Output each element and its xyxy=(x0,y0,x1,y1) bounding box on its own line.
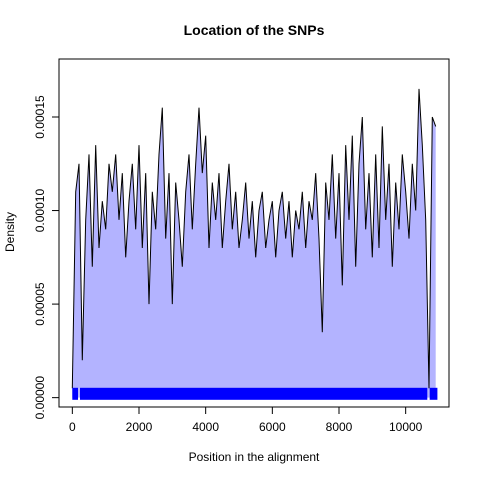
chart-title: Location of the SNPs xyxy=(184,22,325,38)
density-line xyxy=(71,88,437,389)
x-tick-label: 4000 xyxy=(192,420,219,434)
x-tick-label: 2000 xyxy=(126,420,153,434)
x-tick-label: 10000 xyxy=(389,420,423,434)
x-axis-label: Position in the alignment xyxy=(189,450,320,464)
snp-rug-segment xyxy=(72,387,78,400)
density-area-fill xyxy=(72,88,436,398)
y-tick-label: 0.00000 xyxy=(33,376,47,420)
plot-frame xyxy=(58,58,450,408)
snp-rug xyxy=(72,387,438,400)
y-axis-label: Density xyxy=(3,212,17,252)
x-tick-label: 0 xyxy=(69,420,76,434)
x-axis: 0 2000 4000 6000 8000 10000 xyxy=(69,406,423,434)
y-tick-label: 0.00015 xyxy=(33,95,47,139)
snp-rug-segment xyxy=(429,387,438,400)
plot-area xyxy=(71,88,437,398)
x-tick-label: 6000 xyxy=(259,420,286,434)
y-tick-label: 0.00005 xyxy=(33,282,47,326)
y-tick-label: 0.00010 xyxy=(33,189,47,233)
snp-rug-segment xyxy=(80,387,428,400)
x-tick-label: 8000 xyxy=(326,420,353,434)
y-axis: 0.00000 0.00005 0.00010 0.00015 xyxy=(33,95,60,420)
